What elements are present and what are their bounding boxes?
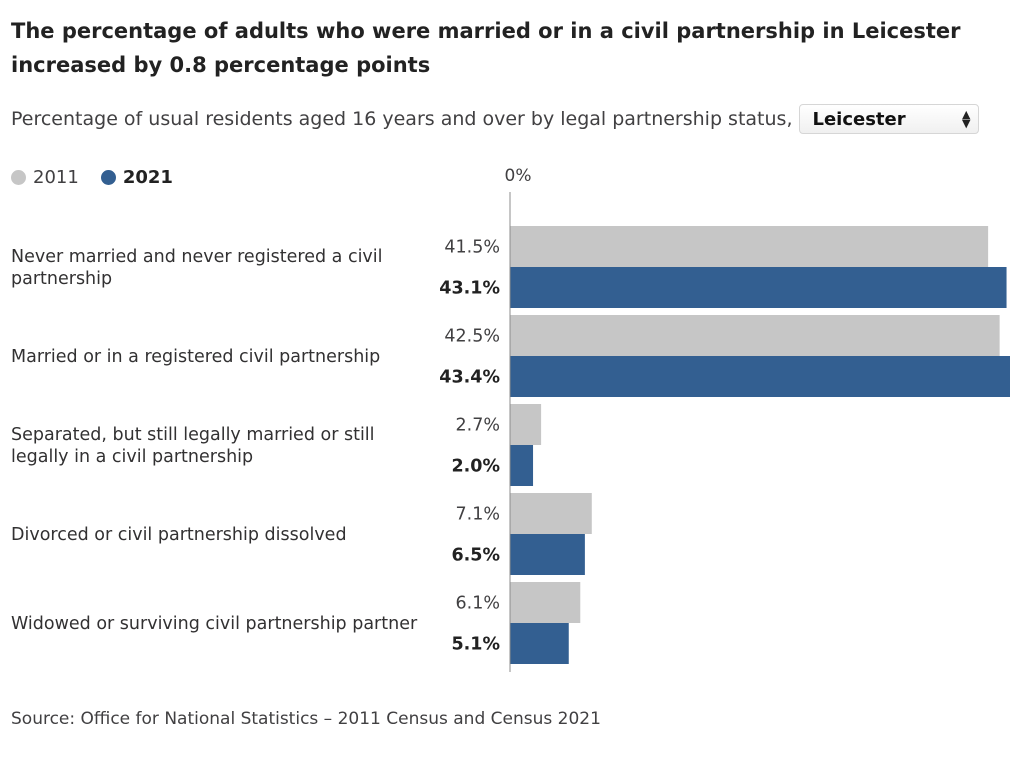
data-label-2021: 43.4% [439,368,500,388]
bar-2021 [510,267,1007,308]
legend: 2011 2021 [11,165,195,189]
source-note: Source: Office for National Statistics –… [11,709,601,729]
data-label-2021: 6.5% [451,546,500,566]
category-label: Separated, but still legally married or … [11,425,375,467]
bar-2011 [510,493,592,534]
chart-subtitle: Percentage of usual residents aged 16 ye… [11,108,793,130]
legend-swatch-2011 [11,169,26,185]
data-label-2011: 7.1% [456,505,500,525]
category-label: Divorced or civil partnership dissolved [11,525,347,545]
bar-2021 [510,356,1010,397]
data-label-2011: 41.5% [444,238,500,258]
updown-arrows-icon: ▲ ▼ [962,108,971,130]
bar-chart: 0% Never married and never registered a c… [11,166,1010,672]
legend-swatch-2021 [100,169,116,185]
data-label-2021: 43.1% [439,279,500,299]
category-label: Widowed or surviving civil partnership p… [11,614,418,634]
area-select-value: Leicester [812,108,906,130]
legend-item-2021: 2021 [100,166,173,188]
category-label: Married or in a registered civil partner… [11,347,380,367]
bar-2021 [510,445,534,486]
axis-zero-label: 0% [505,166,532,186]
legend-item-2011: 2011 [11,167,79,188]
subtitle-row: Percentage of usual residents aged 16 ye… [11,102,980,136]
category-label: Never married and never registered a civ… [11,247,383,289]
legend-label-2021: 2021 [122,166,173,188]
bar-2021 [510,623,569,664]
bar-2011 [510,404,542,445]
chart-title: The percentage of adults who were marrie… [11,19,961,77]
data-label-2011: 42.5% [444,327,500,347]
data-label-2011: 6.1% [456,594,500,614]
legend-label-2011: 2011 [33,166,79,188]
bar-2011 [510,315,1000,356]
bar-2021 [510,534,585,575]
bar-2011 [510,582,581,623]
bar-2011 [510,226,989,267]
data-label-2021: 5.1% [451,635,500,655]
data-label-2021: 2.0% [451,457,500,477]
data-label-2011: 2.7% [456,416,500,436]
area-select[interactable]: Leicester ▲ ▼ [799,104,980,134]
